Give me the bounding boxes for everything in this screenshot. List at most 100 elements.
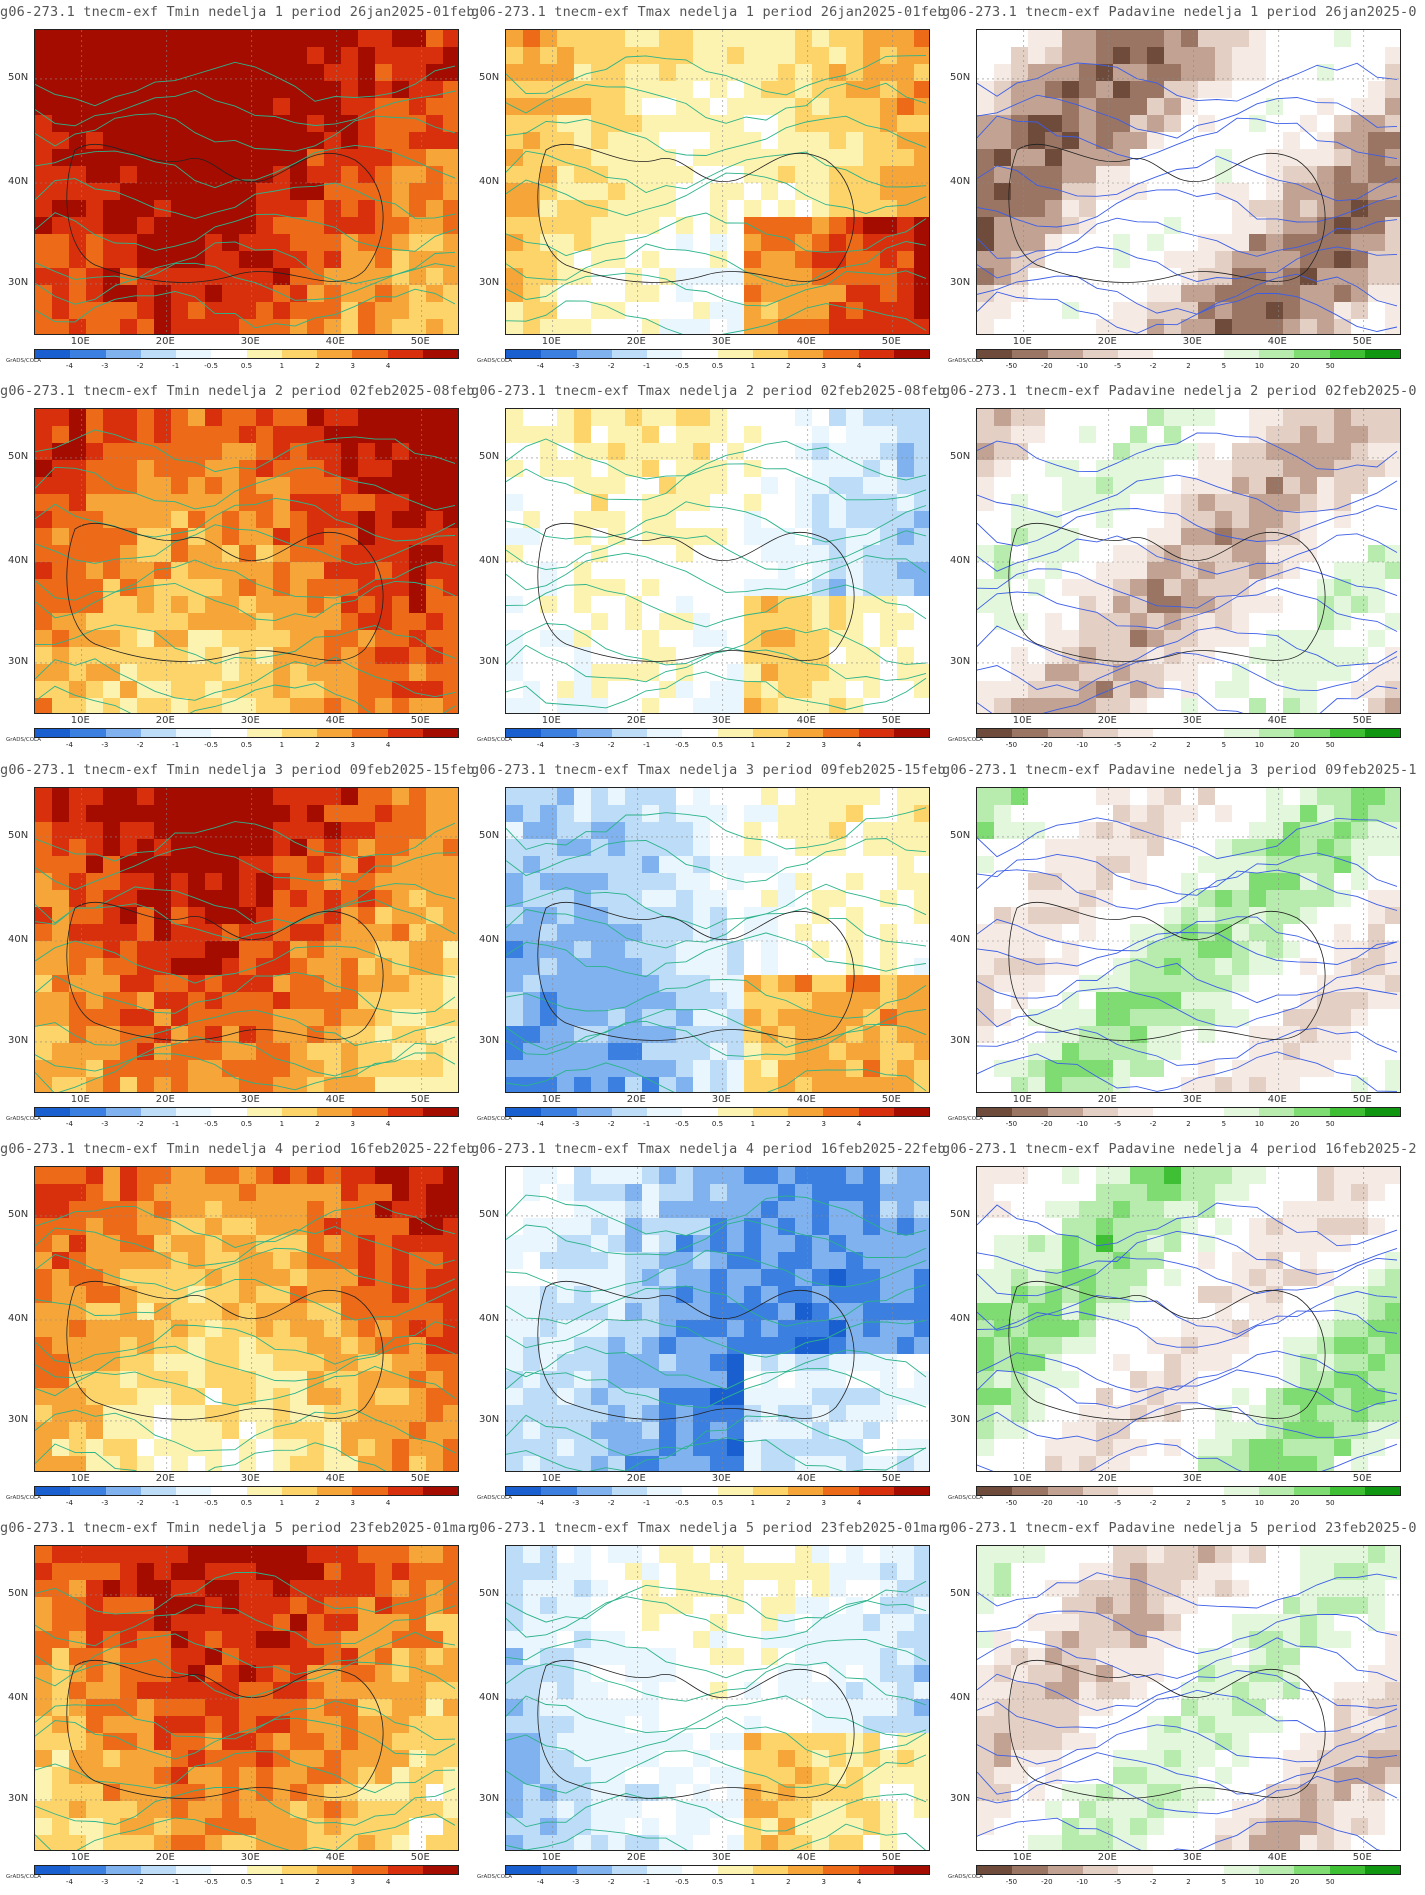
anomaly-cell — [1198, 958, 1216, 976]
anomaly-cell — [863, 975, 881, 993]
anomaly-cell — [744, 302, 762, 320]
anomaly-cell — [1385, 992, 1400, 1010]
anomaly-cell — [659, 166, 677, 184]
longitude-label: 20E — [626, 1094, 646, 1105]
anomaly-cell — [863, 166, 881, 184]
anomaly-cell — [1385, 856, 1400, 874]
anomaly-cell — [443, 924, 458, 942]
anomaly-cell — [1385, 132, 1400, 150]
anomaly-cell — [205, 788, 223, 806]
anomaly-cell — [120, 1371, 138, 1389]
anomaly-cell — [273, 251, 291, 269]
anomaly-cell — [86, 47, 104, 65]
anomaly-cell — [443, 805, 458, 823]
anomaly-cell — [1215, 409, 1233, 427]
anomaly-cell — [239, 115, 257, 133]
anomaly-cell — [1079, 234, 1097, 252]
anomaly-cell — [591, 511, 609, 529]
anomaly-cell — [1266, 1077, 1284, 1092]
anomaly-field — [977, 30, 1400, 334]
color-bar-swatch — [977, 1108, 1013, 1116]
anomaly-cell — [375, 528, 393, 546]
anomaly-cell — [154, 1184, 172, 1202]
anomaly-cell — [846, 268, 864, 286]
anomaly-cell — [375, 47, 393, 65]
anomaly-cell — [52, 1405, 70, 1423]
color-bar-swatch — [1012, 350, 1048, 358]
anomaly-cell — [324, 613, 342, 631]
anomaly-cell — [1232, 941, 1250, 959]
anomaly-cell — [52, 409, 70, 427]
anomaly-field — [35, 409, 458, 713]
anomaly-cell — [994, 788, 1012, 806]
anomaly-cell — [710, 528, 728, 546]
software-label: GrADS/COLA — [948, 358, 983, 364]
anomaly-cell — [256, 1303, 274, 1321]
anomaly-cell — [676, 200, 694, 218]
anomaly-cell — [1300, 924, 1318, 942]
anomaly-cell — [137, 1269, 155, 1287]
anomaly-cell — [591, 873, 609, 891]
anomaly-cell — [239, 302, 257, 320]
anomaly-cell — [727, 873, 745, 891]
anomaly-cell — [829, 805, 847, 823]
anomaly-cell — [443, 528, 458, 546]
anomaly-cell — [591, 98, 609, 116]
anomaly-cell — [341, 409, 359, 427]
anomaly-cell — [1300, 822, 1318, 840]
anomaly-cell — [1045, 805, 1063, 823]
anomaly-cell — [1130, 1060, 1148, 1078]
anomaly-cell — [154, 873, 172, 891]
anomaly-cell — [642, 115, 660, 133]
anomaly-cell — [1147, 698, 1165, 713]
anomaly-cell — [744, 132, 762, 150]
anomaly-cell — [863, 528, 881, 546]
anomaly-cell — [1317, 664, 1335, 682]
anomaly-cell — [659, 579, 677, 597]
anomaly-cell — [324, 1167, 342, 1185]
anomaly-cell — [1096, 975, 1114, 993]
anomaly-cell — [1317, 839, 1335, 857]
latitude-label: 40N — [8, 555, 29, 566]
anomaly-cell — [557, 562, 575, 580]
anomaly-cell — [1045, 1077, 1063, 1092]
anomaly-cell — [608, 47, 626, 65]
anomaly-cell — [222, 1303, 240, 1321]
anomaly-cell — [778, 426, 796, 444]
anomaly-cell — [557, 907, 575, 925]
anomaly-cell — [812, 579, 830, 597]
anomaly-cell — [1232, 1026, 1250, 1044]
anomaly-cell — [86, 183, 104, 201]
anomaly-cell — [426, 511, 444, 529]
anomaly-cell — [1198, 992, 1216, 1010]
anomaly-cell — [358, 183, 376, 201]
anomaly-cell — [625, 698, 643, 713]
anomaly-cell — [523, 698, 541, 713]
anomaly-cell — [608, 81, 626, 99]
anomaly-cell — [239, 1043, 257, 1061]
longitude-label: 10E — [541, 715, 561, 726]
anomaly-cell — [409, 98, 427, 116]
anomaly-cell — [591, 562, 609, 580]
anomaly-cell — [86, 443, 104, 461]
anomaly-cell — [608, 426, 626, 444]
anomaly-cell — [1317, 477, 1335, 495]
anomaly-cell — [557, 511, 575, 529]
anomaly-cell — [1096, 319, 1114, 334]
anomaly-cell — [307, 596, 325, 614]
anomaly-cell — [290, 1184, 308, 1202]
contour-line — [35, 580, 456, 622]
anomaly-cell — [392, 1043, 410, 1061]
anomaly-cell — [778, 285, 796, 303]
anomaly-cell — [409, 545, 427, 563]
anomaly-cell — [812, 596, 830, 614]
anomaly-cell — [1011, 81, 1029, 99]
anomaly-cell — [812, 681, 830, 699]
anomaly-cell — [897, 647, 915, 665]
anomaly-cell — [1147, 319, 1165, 334]
anomaly-cell — [557, 47, 575, 65]
anomaly-cell — [273, 1235, 291, 1253]
anomaly-cell — [137, 200, 155, 218]
color-bar-swatch — [1329, 1108, 1365, 1116]
anomaly-cell — [341, 183, 359, 201]
